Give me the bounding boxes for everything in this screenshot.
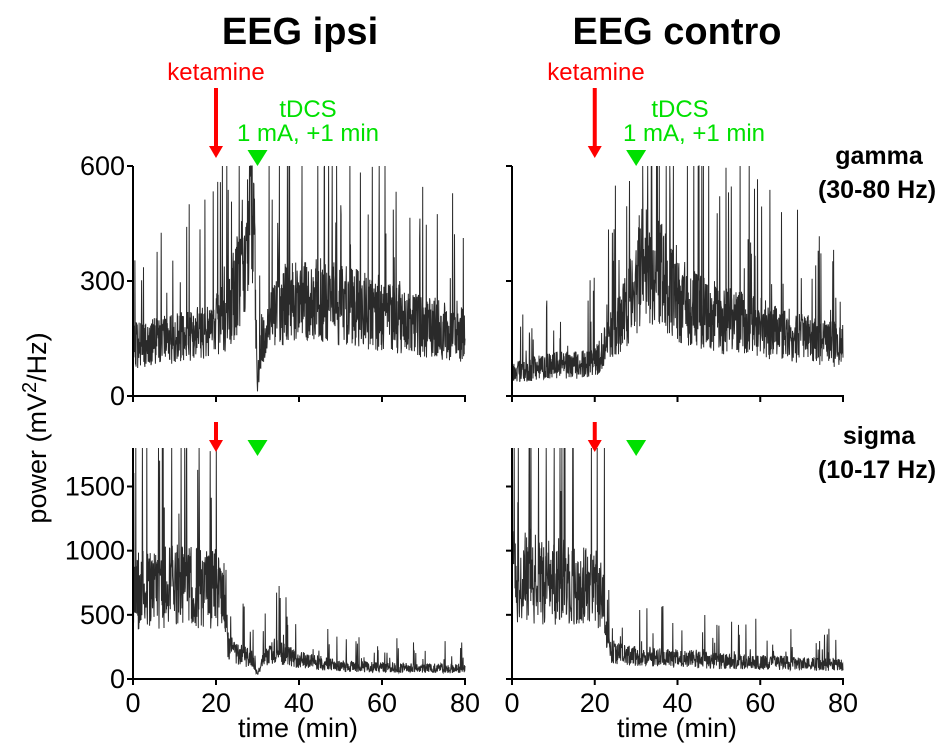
band-range-sigma: (10-17 Hz) (818, 456, 936, 484)
x-axis-label-ipsi: time (min) (238, 713, 358, 743)
x-tick-label-sigma-ipsi-4: 80 (450, 688, 480, 718)
y-axis-label-main: power (mV (22, 393, 52, 524)
y-tick-label-gamma-ipsi-2: 600 (80, 151, 125, 181)
y-tick-label-gamma-ipsi-1: 300 (80, 266, 125, 296)
tdcs-detail-contro: 1 mA, +1 min (623, 120, 765, 147)
x-tick-label-sigma-contro-2: 40 (662, 688, 692, 718)
tdcs-arrow-sigma-ipsi (247, 440, 268, 456)
ketamine-arrow-head-gamma-contro (587, 146, 602, 158)
tdcs-label-ipsi: tDCS (279, 96, 336, 123)
y-axis-label-sup: 2 (19, 382, 41, 393)
tdcs-arrow-gamma-ipsi (247, 150, 268, 166)
ketamine-label-ipsi: ketamine (167, 59, 264, 86)
y-axis-label-tail: /Hz) (22, 332, 52, 382)
trace-sigma-ipsi (132, 447, 466, 675)
trace-sigma-contro (511, 447, 844, 672)
tdcs-label-contro: tDCS (651, 96, 708, 123)
y-tick-label-sigma-ipsi-0: 0 (110, 664, 125, 694)
x-tick-label-sigma-contro-3: 60 (745, 688, 775, 718)
ketamine-arrow-head-gamma-ipsi (209, 146, 223, 158)
x-tick-label-sigma-ipsi-1: 20 (201, 688, 231, 718)
y-tick-label-sigma-ipsi-2: 1000 (65, 536, 125, 566)
x-tick-label-sigma-contro-4: 80 (828, 688, 858, 718)
col-title-contro: EEG contro (572, 11, 781, 53)
ketamine-label-contro: ketamine (547, 59, 644, 86)
y-axis-label: power (mV2/Hz) (19, 332, 52, 523)
y-tick-label-sigma-ipsi-3: 1500 (65, 472, 125, 502)
x-tick-label-sigma-ipsi-3: 60 (367, 688, 397, 718)
x-tick-label-sigma-ipsi-0: 0 (125, 688, 140, 718)
panels: 0 300 600 0 500 1000 1500 0 20 40 60 80 0 20 40 60 80 (65, 88, 858, 718)
x-axis-label-contro: time (min) (617, 713, 737, 743)
x-tick-label-sigma-contro-0: 0 (504, 688, 519, 718)
x-tick-label-sigma-contro-1: 20 (580, 688, 610, 718)
x-tick-label-sigma-ipsi-2: 40 (284, 688, 314, 718)
ketamine-arrow-head-sigma-ipsi (209, 440, 223, 452)
col-title-ipsi: EEG ipsi (222, 11, 378, 53)
band-name-sigma: sigma (843, 422, 916, 450)
trace-gamma-ipsi (132, 165, 466, 392)
band-name-gamma: gamma (835, 142, 924, 170)
trace-gamma-contro (511, 165, 844, 382)
tdcs-detail-ipsi: 1 mA, +1 min (237, 120, 379, 147)
ketamine-arrow-head-sigma-contro (587, 440, 602, 452)
y-tick-label-gamma-ipsi-0: 0 (110, 381, 125, 411)
y-tick-label-sigma-ipsi-1: 500 (80, 600, 125, 630)
tdcs-arrow-sigma-contro (626, 440, 647, 456)
band-range-gamma: (30-80 Hz) (818, 176, 936, 204)
tdcs-arrow-gamma-contro (626, 150, 647, 166)
